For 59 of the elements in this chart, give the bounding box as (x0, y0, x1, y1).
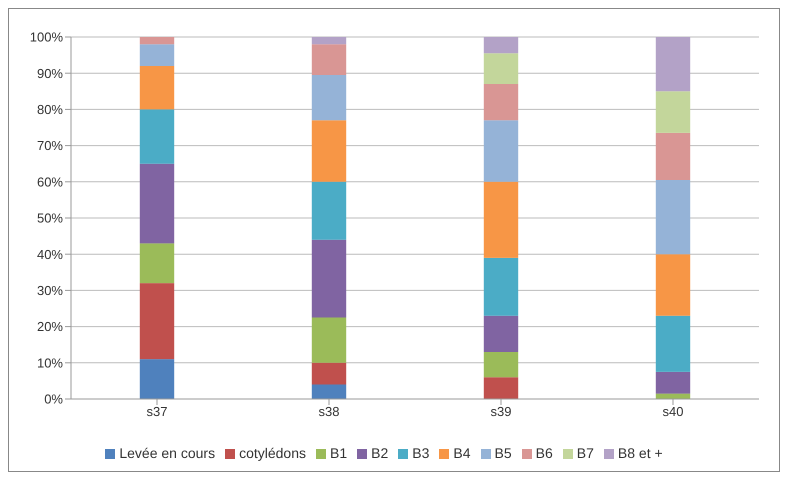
legend-label: B4 (453, 445, 471, 461)
y-tick-label: 50% (36, 210, 64, 226)
y-tick-label: 80% (36, 102, 64, 118)
legend-label: B1 (330, 445, 348, 461)
y-tick-label: 0% (44, 392, 64, 407)
y-tick-label: 20% (36, 319, 64, 334)
y-tick-label: 10% (36, 355, 64, 370)
legend-label: B7 (576, 445, 594, 461)
bar (656, 91, 690, 133)
legend-label: B5 (494, 445, 512, 461)
bar (484, 377, 518, 399)
y-tick-label: 30% (36, 283, 64, 298)
bar (656, 37, 690, 92)
bar (312, 318, 346, 363)
bar (312, 120, 346, 182)
x-tick-label: s39 (490, 404, 512, 420)
bar (484, 37, 518, 54)
bar (484, 258, 518, 316)
bar (140, 109, 174, 164)
bar (656, 254, 690, 316)
y-tick-label: 90% (36, 66, 64, 81)
legend-label: B8 et + (618, 445, 663, 461)
bar (312, 75, 346, 120)
bar (312, 384, 346, 399)
bar (484, 352, 518, 378)
bar (656, 132, 690, 180)
bar (140, 164, 174, 244)
bar (656, 372, 690, 394)
bar (140, 44, 174, 66)
bar (656, 316, 690, 372)
bar (484, 53, 518, 84)
y-tick-label: 60% (36, 174, 64, 190)
y-tick-label: 40% (36, 246, 64, 262)
x-tick-label: s37 (146, 404, 168, 420)
bar (484, 84, 518, 120)
legend-label: B3 (412, 445, 430, 461)
bar (140, 359, 174, 399)
bar (312, 37, 346, 44)
bar (484, 182, 518, 258)
bar (484, 316, 518, 352)
legend-label: B2 (371, 445, 388, 461)
bar (656, 180, 690, 254)
bar (312, 362, 346, 385)
bar (312, 44, 346, 76)
bar (312, 240, 346, 318)
legend-label: Levée en cours (119, 445, 216, 461)
bar (484, 120, 518, 182)
legend-label: B6 (536, 445, 553, 461)
x-tick-label: s40 (662, 404, 684, 420)
y-tick-label: 100% (30, 30, 64, 45)
bar (656, 394, 690, 399)
bar (140, 37, 174, 44)
x-tick-label: s38 (318, 404, 340, 420)
legend-label: cotylédons (239, 445, 306, 461)
bar (140, 243, 174, 284)
bar (312, 182, 346, 240)
bar (140, 66, 174, 110)
bar (140, 283, 174, 360)
y-tick-label: 70% (36, 138, 64, 154)
